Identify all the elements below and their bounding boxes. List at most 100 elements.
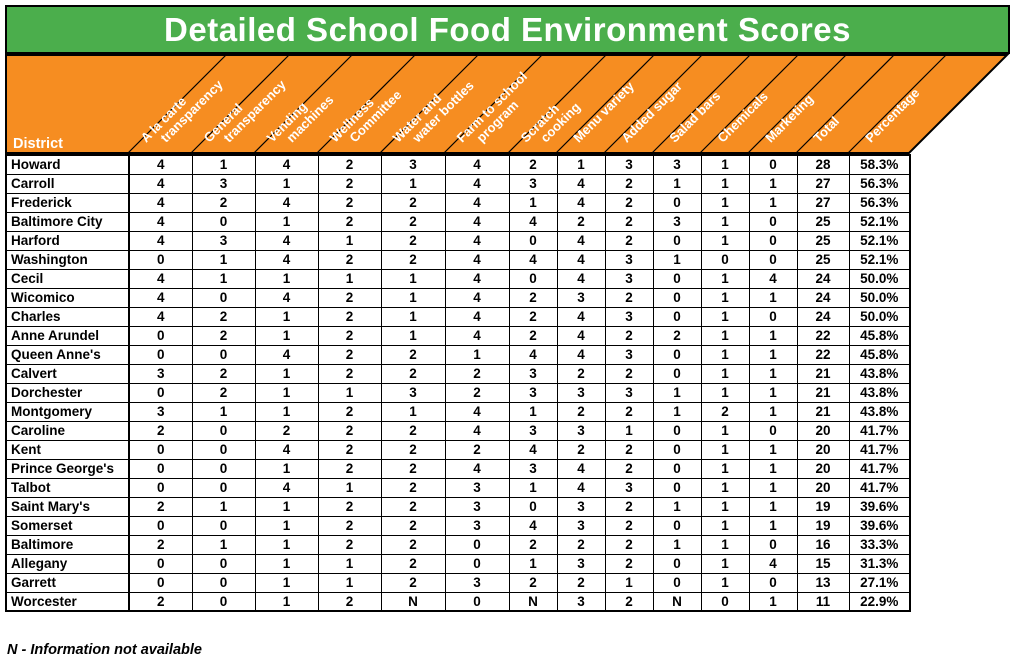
score-cell: 1 bbox=[700, 458, 750, 479]
score-cell: 0 bbox=[652, 477, 702, 498]
header-divider-line bbox=[699, 54, 799, 154]
score-cell: 4 bbox=[128, 211, 193, 232]
table-row: Somerset 0 0 1 2 2 3 4 3 2 0 1 1 19 39.6% bbox=[5, 515, 911, 536]
score-cell: 1 bbox=[700, 553, 750, 574]
percentage-cell: 33.3% bbox=[848, 534, 911, 555]
score-cell: 1 bbox=[380, 268, 446, 289]
score-cell: 4 bbox=[444, 401, 510, 422]
score-cell: 4 bbox=[556, 477, 606, 498]
district-cell: Cecil bbox=[5, 268, 130, 289]
score-cell: 1 bbox=[254, 553, 319, 574]
table-row: Charles 4 2 1 2 1 4 2 4 3 0 1 0 24 50.0% bbox=[5, 306, 911, 327]
total-cell: 11 bbox=[796, 591, 850, 612]
score-cell: 2 bbox=[604, 211, 654, 232]
percentage-cell: 58.3% bbox=[848, 154, 911, 175]
score-cell: 1 bbox=[700, 420, 750, 441]
score-cell: 0 bbox=[191, 211, 256, 232]
score-cell: 2 bbox=[380, 363, 446, 384]
score-cell: 0 bbox=[191, 439, 256, 460]
score-cell: 2 bbox=[604, 553, 654, 574]
score-cell: 0 bbox=[191, 477, 256, 498]
score-cell: 4 bbox=[444, 211, 510, 232]
score-cell: 1 bbox=[317, 553, 382, 574]
score-cell: 3 bbox=[128, 401, 193, 422]
score-cell: 4 bbox=[556, 325, 606, 346]
percentage-cell: 41.7% bbox=[848, 458, 911, 479]
score-cell: 1 bbox=[604, 420, 654, 441]
score-cell: 3 bbox=[604, 382, 654, 403]
score-cell: 0 bbox=[652, 572, 702, 593]
score-cell: N bbox=[508, 591, 558, 612]
score-cell: 0 bbox=[748, 211, 798, 232]
score-cell: 3 bbox=[604, 154, 654, 175]
score-cell: 4 bbox=[508, 515, 558, 536]
score-cell: 3 bbox=[444, 496, 510, 517]
score-cell: 0 bbox=[748, 420, 798, 441]
header-divider-line bbox=[555, 54, 655, 154]
percentage-cell: 45.8% bbox=[848, 344, 911, 365]
score-cell: 3 bbox=[380, 382, 446, 403]
score-cell: 0 bbox=[128, 572, 193, 593]
score-cell: 4 bbox=[444, 325, 510, 346]
header-divider-line bbox=[253, 54, 353, 154]
score-cell: 2 bbox=[556, 363, 606, 384]
percentage-cell: 56.3% bbox=[848, 192, 911, 213]
score-cell: 0 bbox=[652, 192, 702, 213]
percentage-cell: 22.9% bbox=[848, 591, 911, 612]
district-cell: Harford bbox=[5, 230, 130, 251]
score-cell: 0 bbox=[128, 249, 193, 270]
score-cell: 1 bbox=[748, 382, 798, 403]
header-divider-line bbox=[747, 54, 847, 154]
score-cell: 1 bbox=[748, 591, 798, 612]
score-cell: 1 bbox=[254, 572, 319, 593]
score-cell: 1 bbox=[508, 477, 558, 498]
percentage-cell: 27.1% bbox=[848, 572, 911, 593]
score-cell: 0 bbox=[652, 268, 702, 289]
percentage-cell: 52.1% bbox=[848, 211, 911, 232]
percentage-cell: 45.8% bbox=[848, 325, 911, 346]
score-cell: 4 bbox=[444, 249, 510, 270]
score-cell: 1 bbox=[254, 325, 319, 346]
district-cell: Calvert bbox=[5, 363, 130, 384]
district-column-label: District bbox=[13, 136, 63, 152]
score-cell: 1 bbox=[700, 306, 750, 327]
score-cell: 4 bbox=[556, 458, 606, 479]
score-cell: 4 bbox=[254, 154, 319, 175]
score-cell: 0 bbox=[652, 515, 702, 536]
percentage-cell: 50.0% bbox=[848, 287, 911, 308]
score-cell: 4 bbox=[444, 230, 510, 251]
score-cell: 2 bbox=[444, 439, 510, 460]
score-cell: 2 bbox=[604, 173, 654, 194]
score-cell: 2 bbox=[604, 287, 654, 308]
score-cell: 3 bbox=[556, 287, 606, 308]
total-cell: 13 bbox=[796, 572, 850, 593]
score-cell: 1 bbox=[700, 534, 750, 555]
score-cell: 1 bbox=[191, 268, 256, 289]
table-row: Kent 0 0 4 2 2 2 4 2 2 0 1 1 20 41.7% bbox=[5, 439, 911, 460]
score-cell: 2 bbox=[380, 458, 446, 479]
score-cell: 3 bbox=[444, 515, 510, 536]
score-cell: 3 bbox=[604, 477, 654, 498]
score-cell: 2 bbox=[317, 287, 382, 308]
district-cell: Baltimore City bbox=[5, 211, 130, 232]
district-cell: Washington bbox=[5, 249, 130, 270]
district-cell: Montgomery bbox=[5, 401, 130, 422]
score-cell: 2 bbox=[317, 496, 382, 517]
score-cell: 1 bbox=[254, 534, 319, 555]
header-divider-line bbox=[190, 54, 290, 154]
score-cell: 1 bbox=[254, 382, 319, 403]
total-cell: 27 bbox=[796, 192, 850, 213]
header-divider-line bbox=[507, 54, 607, 154]
header-divider-line bbox=[316, 54, 416, 154]
score-cell: 2 bbox=[317, 420, 382, 441]
score-cell: 1 bbox=[700, 496, 750, 517]
score-cell: 0 bbox=[652, 363, 702, 384]
score-cell: 3 bbox=[556, 553, 606, 574]
header-divider-line bbox=[443, 54, 543, 154]
figure-title-bar: Detailed School Food Environment Scores bbox=[5, 5, 1010, 54]
score-cell: 0 bbox=[508, 268, 558, 289]
score-cell: 4 bbox=[508, 211, 558, 232]
score-cell: 4 bbox=[128, 306, 193, 327]
score-cell: 2 bbox=[604, 230, 654, 251]
district-cell: Talbot bbox=[5, 477, 130, 498]
